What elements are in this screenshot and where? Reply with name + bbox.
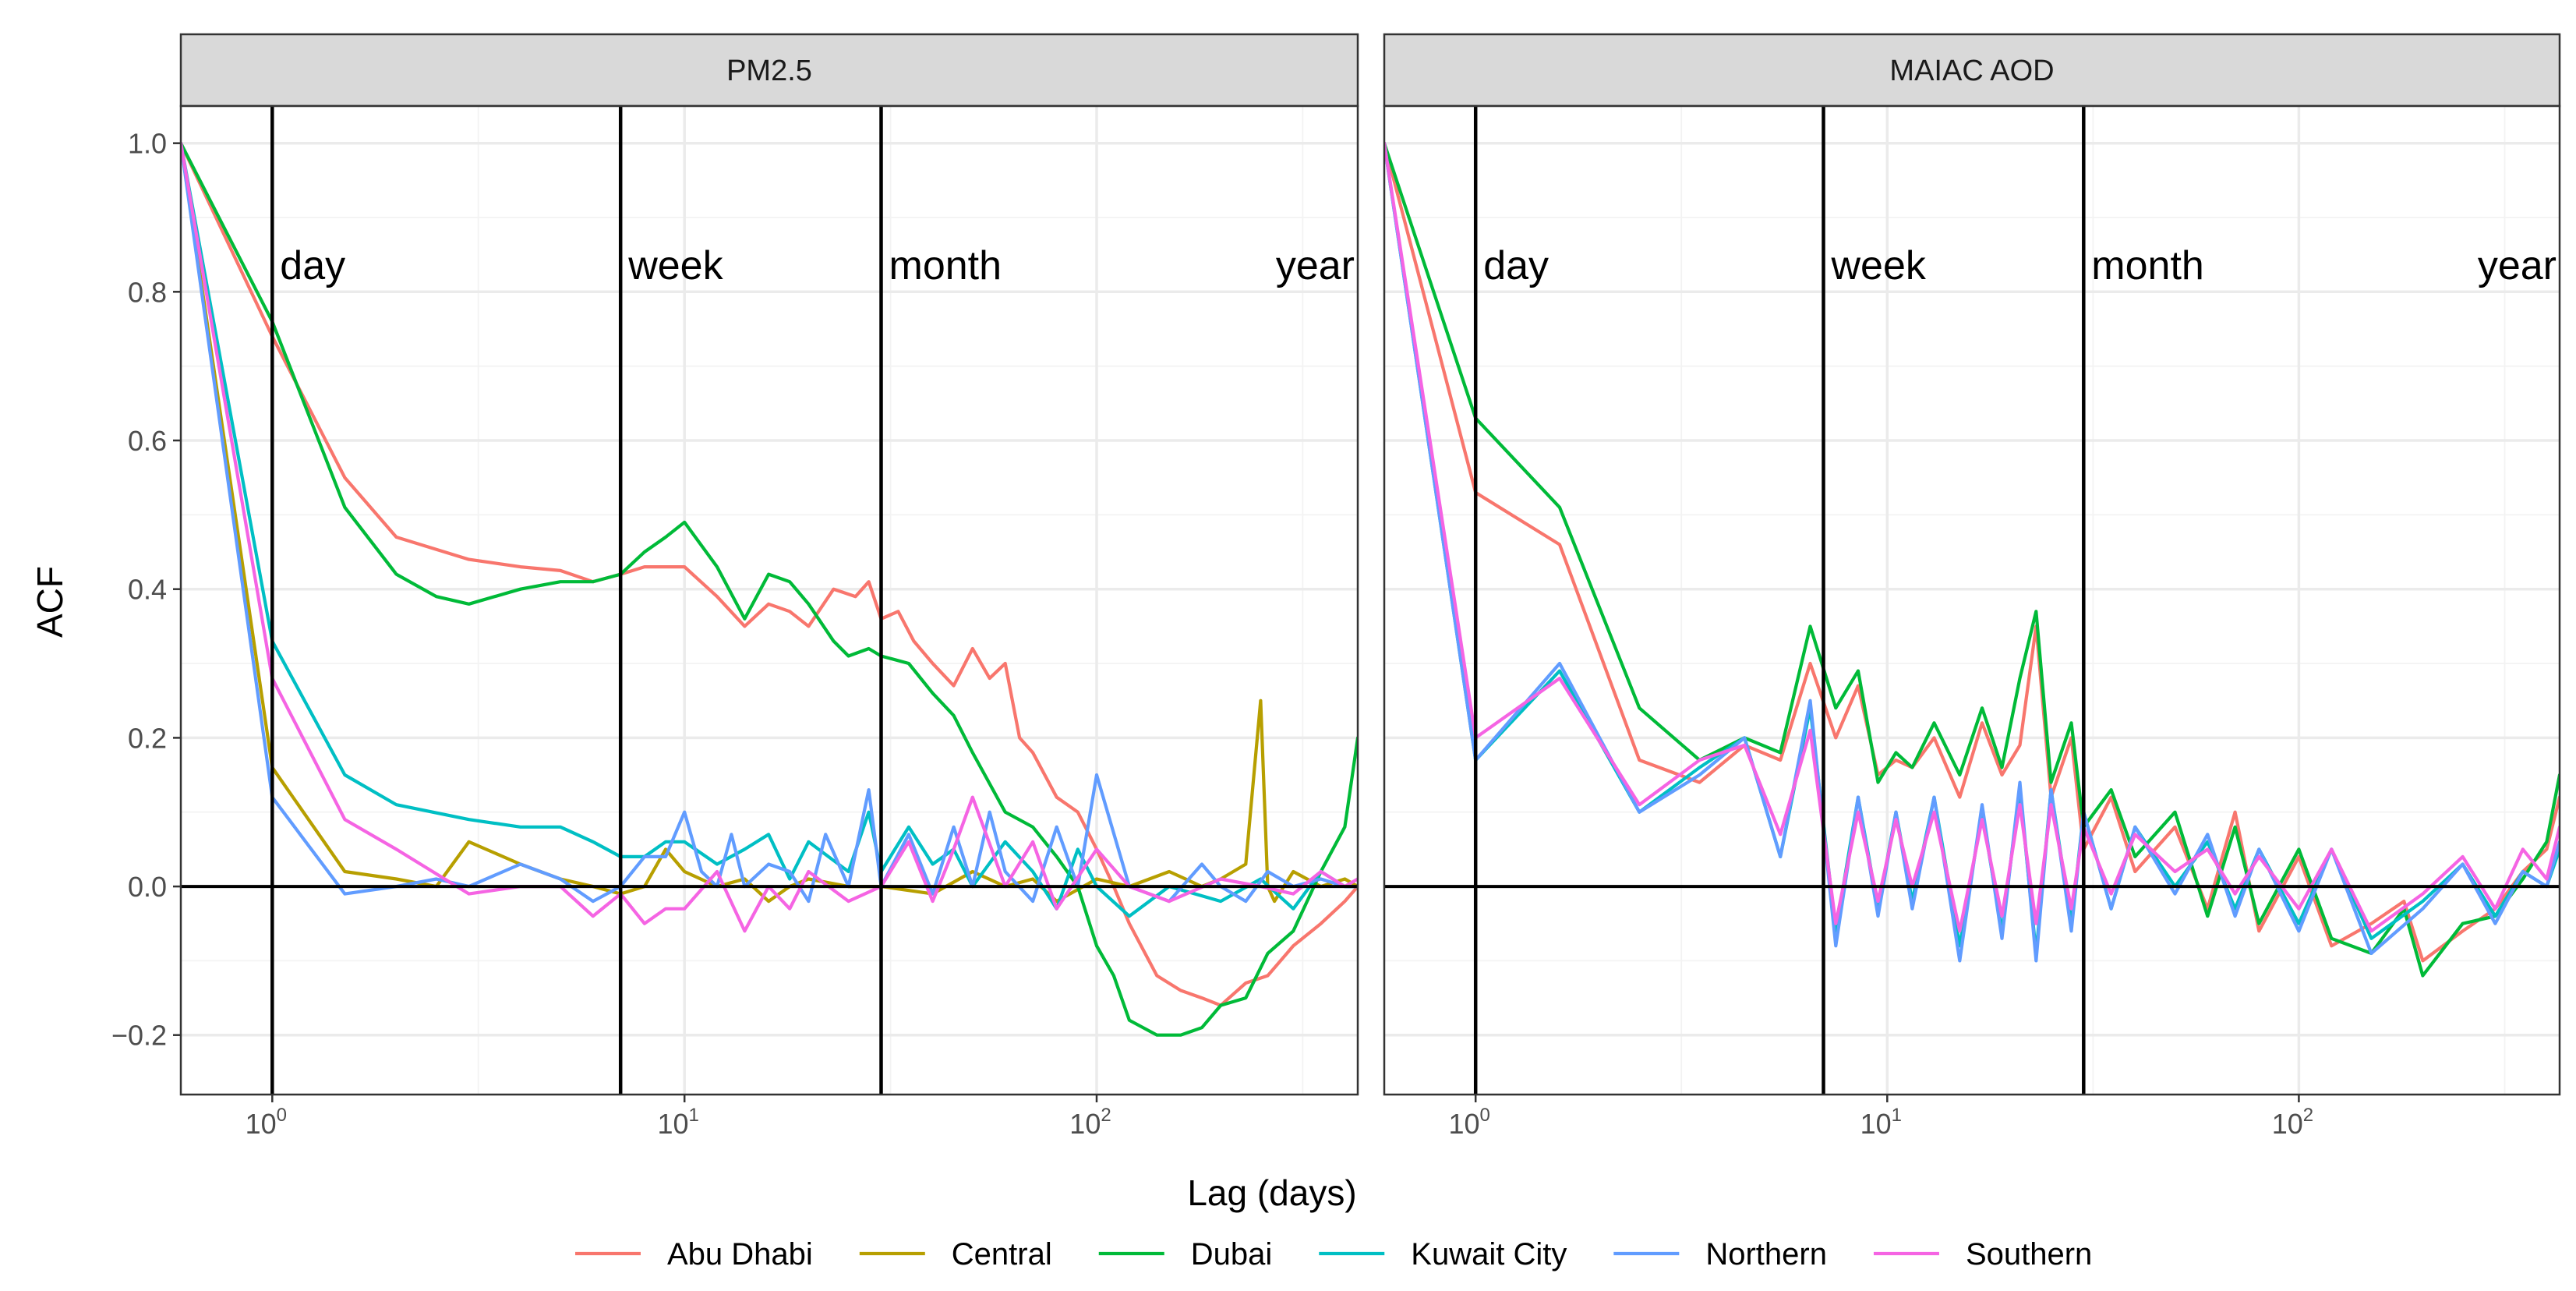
- panels: PM2.5 day week month year −0.2 0.0 0.2 0.4 0.6 0.8…: [111, 33, 2561, 1140]
- legend-item-northern: Northern: [1613, 1237, 1827, 1272]
- panel-border: [179, 104, 1359, 1096]
- x-tick-label: 100: [1448, 1105, 1489, 1140]
- panel-background: [181, 106, 1358, 1095]
- reference-label-day: day: [280, 243, 345, 288]
- reference-label-year: year: [1276, 243, 1355, 288]
- x-tick-label: 102: [1069, 1105, 1111, 1140]
- panel-maiac-aod: MAIAC AOD day week month year 100 101 102: [1383, 33, 2561, 1140]
- panel-pm25: PM2.5 day week month year −0.2 0.0 0.2 0.4 0.6 0.8…: [111, 33, 1359, 1140]
- legend-item-abu-dhabi: Abu Dhabi: [575, 1237, 813, 1272]
- y-tick-label: 0.2: [128, 722, 167, 754]
- legend-item-kuwait-city: Kuwait City: [1319, 1237, 1567, 1272]
- legend-item-dubai: Dubai: [1098, 1237, 1273, 1272]
- legend-label: Dubai: [1191, 1237, 1273, 1272]
- x-tick-label: 100: [246, 1105, 287, 1140]
- reference-label-year: year: [2478, 243, 2557, 288]
- panel-border: [1383, 104, 2561, 1096]
- legend-label: Kuwait City: [1411, 1237, 1567, 1272]
- y-tick-label: 0.0: [128, 871, 167, 903]
- y-tick-label: 0.6: [128, 425, 167, 457]
- series-line-northern: [1384, 141, 2560, 963]
- y-tick-label: 1.0: [128, 128, 167, 160]
- series-line-northern: [181, 141, 1358, 904]
- y-tick-label: 0.8: [128, 276, 167, 308]
- facet-strip: [179, 33, 1359, 108]
- y-tick-label: 0.4: [128, 574, 167, 606]
- legend-item-southern: Southern: [1873, 1237, 2092, 1272]
- facet-title: PM2.5: [726, 55, 812, 87]
- reference-label-day: day: [1483, 243, 1549, 288]
- x-tick-label: 101: [657, 1105, 698, 1140]
- facet-title: MAIAC AOD: [1889, 55, 2054, 87]
- x-axis-title: Lag (days): [1187, 1173, 1356, 1213]
- legend-label: Abu Dhabi: [667, 1237, 813, 1272]
- reference-label-week: week: [1831, 243, 1927, 288]
- reference-label-week: week: [627, 243, 723, 288]
- x-tick-label: 101: [1860, 1105, 1902, 1140]
- legend-label: Southern: [1966, 1237, 2092, 1272]
- series-line-southern: [1384, 141, 2560, 933]
- y-tick-label: −0.2: [111, 1020, 167, 1052]
- x-tick-label: 102: [2272, 1105, 2313, 1140]
- reference-label-month: month: [2091, 243, 2204, 288]
- series-group: [1384, 141, 2560, 978]
- legend: Abu Dhabi Central Dubai Kuwait City Northern…: [575, 1237, 2092, 1272]
- reference-label-month: month: [889, 243, 1002, 288]
- legend-label: Central: [952, 1237, 1052, 1272]
- panel-background: [1384, 106, 2560, 1095]
- y-axis-title: ACF: [30, 566, 70, 638]
- series-line-dubai: [1384, 141, 2560, 978]
- legend-item-central: Central: [859, 1237, 1052, 1272]
- legend-label: Northern: [1705, 1237, 1827, 1272]
- facet-strip: [1383, 33, 2561, 108]
